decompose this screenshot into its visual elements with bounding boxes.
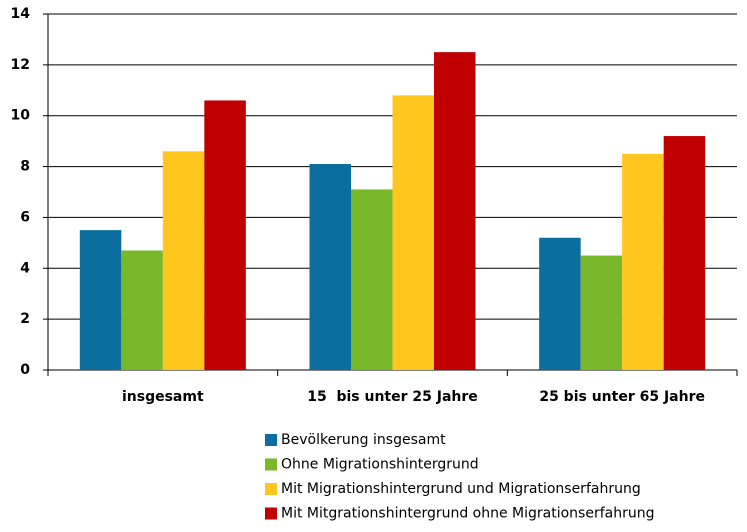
y-tick-label: 2 — [20, 311, 30, 327]
legend-label: Bevölkerung insgesamt — [281, 432, 446, 448]
bar — [580, 255, 623, 370]
bar — [622, 153, 664, 370]
bar — [162, 151, 205, 370]
y-tick-label: 6 — [20, 209, 30, 225]
y-tick-label: 10 — [11, 108, 31, 124]
bar — [351, 189, 393, 370]
bar — [434, 52, 476, 371]
y-tick-label: 12 — [11, 57, 30, 73]
legend-swatch — [265, 483, 277, 495]
legend-swatch — [265, 458, 277, 471]
bar — [663, 136, 706, 370]
bar — [79, 230, 122, 370]
x-tick-label: 25 bis unter 65 Jahre — [539, 389, 705, 405]
bar — [309, 164, 351, 370]
y-tick-label: 0 — [20, 362, 30, 378]
y-tick-label: 14 — [11, 6, 31, 22]
bar — [392, 95, 434, 370]
legend-swatch — [265, 507, 277, 520]
x-tick-label: insgesamt — [122, 389, 204, 405]
bar — [539, 237, 581, 370]
y-tick-label: 4 — [20, 260, 30, 276]
legend-label: Mit Mitgrationshintergrund ohne Migratio… — [281, 506, 655, 522]
bar — [204, 100, 246, 370]
legend-swatch — [265, 434, 277, 446]
y-tick-label: 8 — [20, 159, 30, 175]
x-tick-label: 15 bis unter 25 Jahre — [307, 389, 478, 405]
legend-label: Mit Migrationshintergrund und Migrations… — [281, 481, 641, 497]
legend-label: Ohne Migrationshintergrund — [281, 457, 479, 473]
bar — [121, 250, 163, 370]
